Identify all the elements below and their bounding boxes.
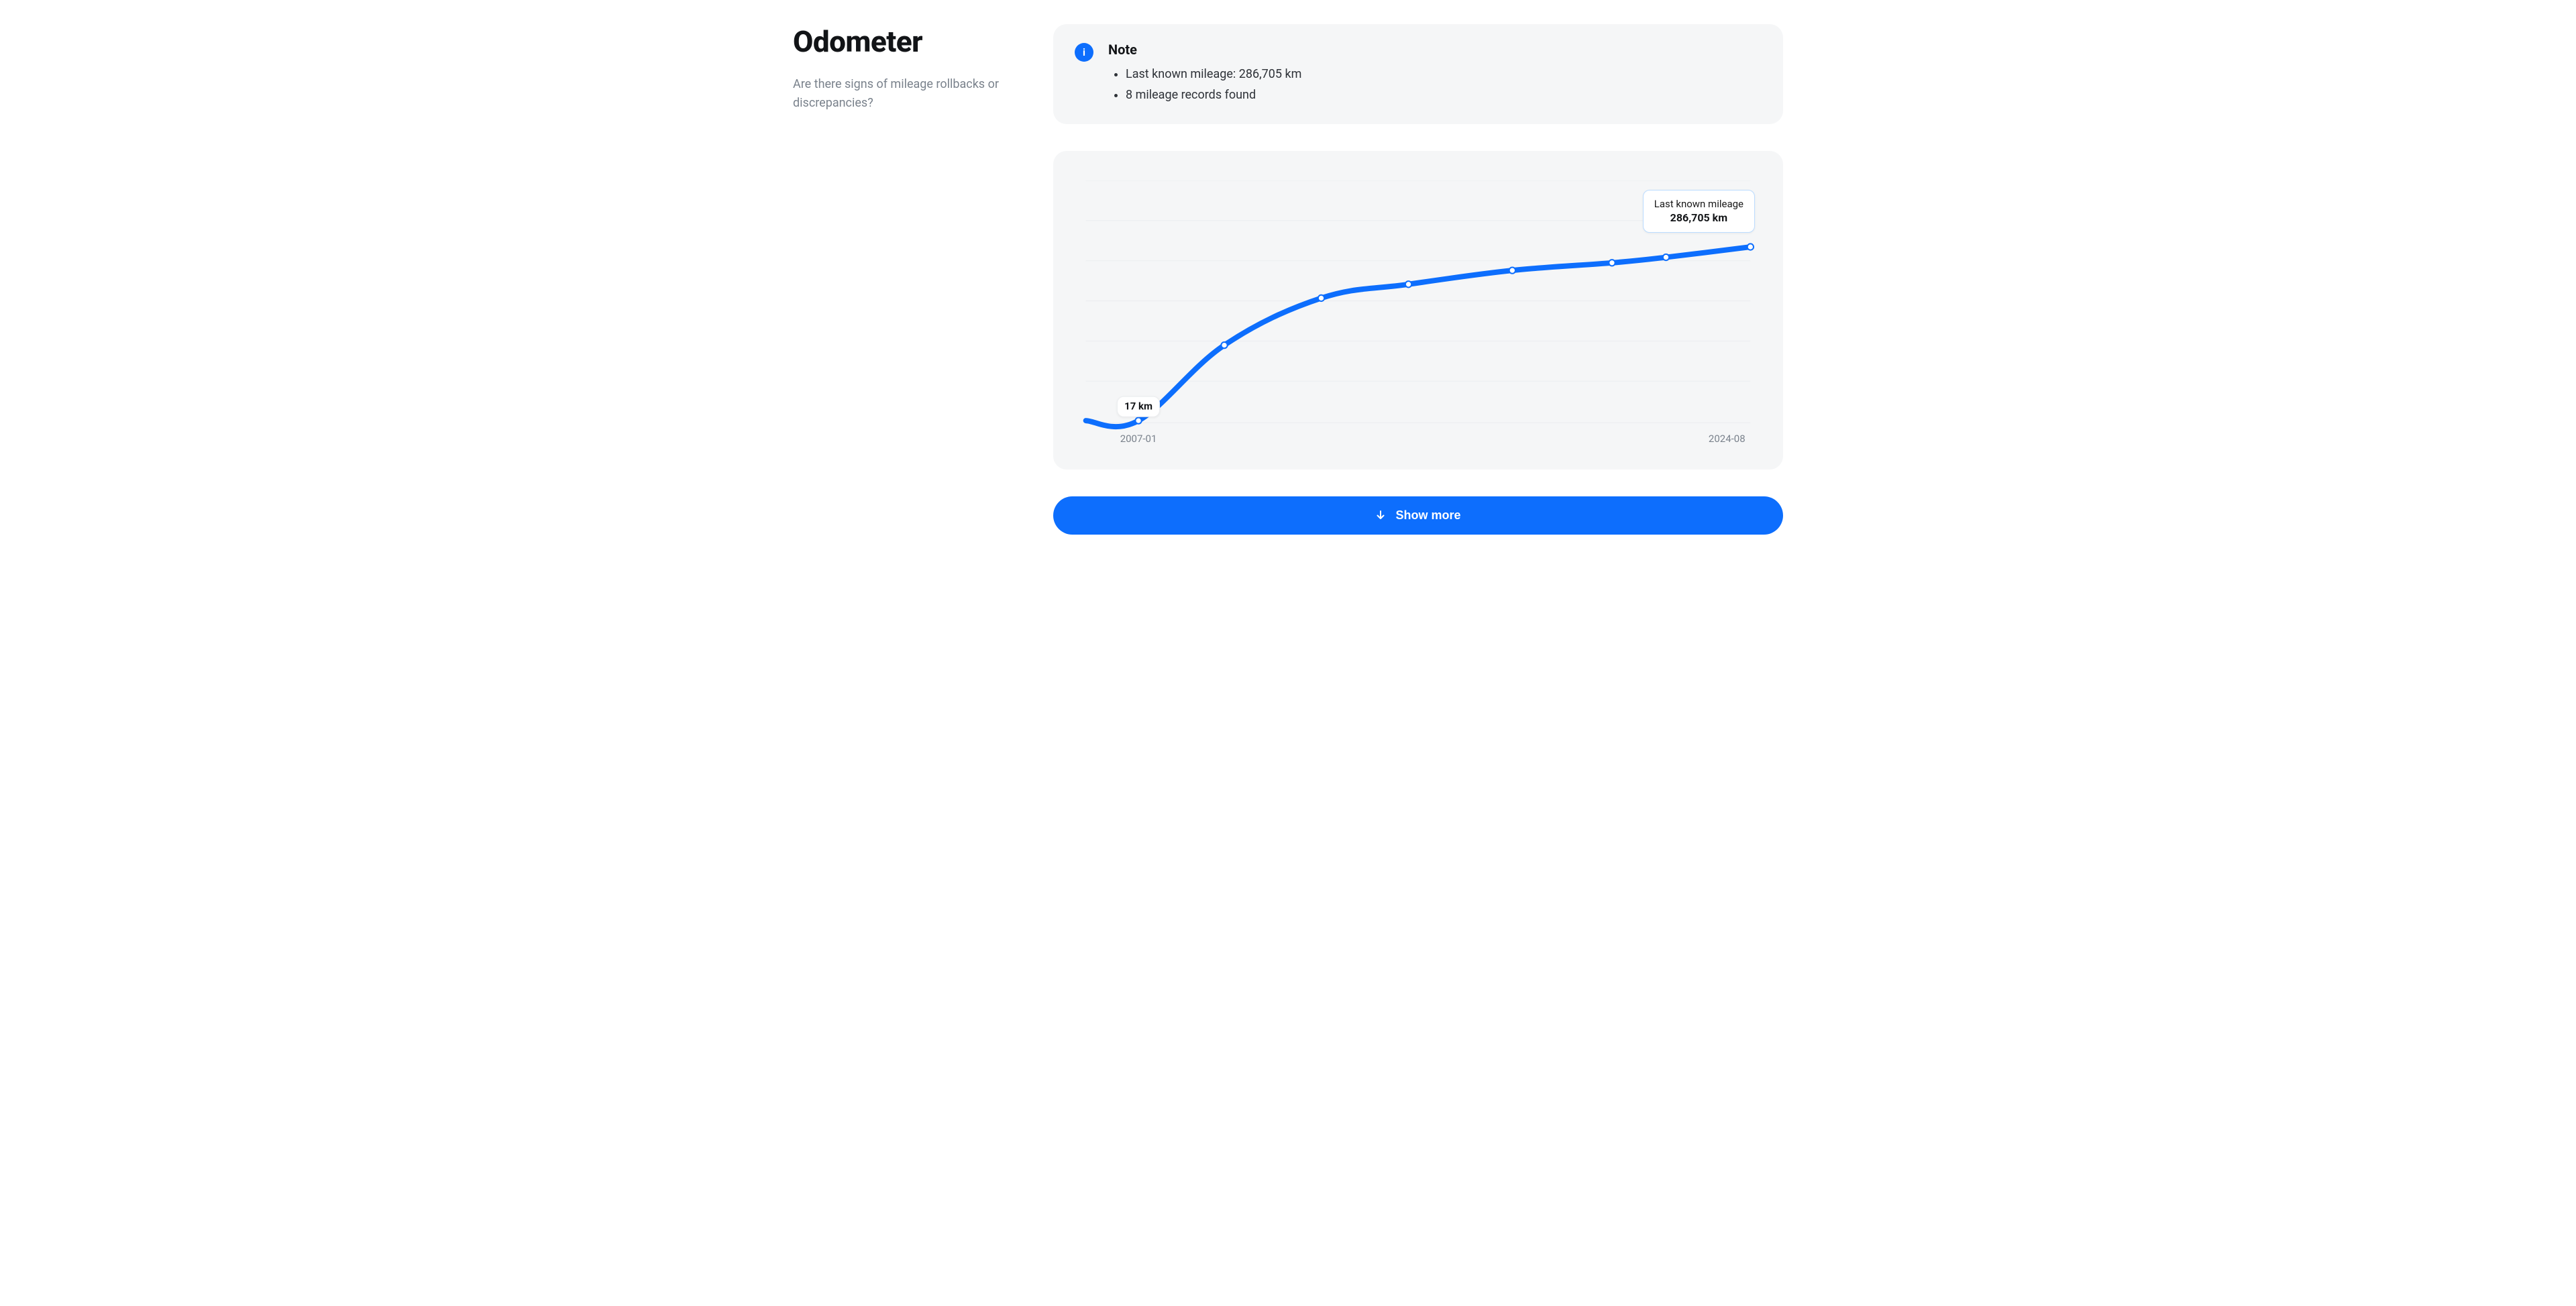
note-list: Last known mileage: 286,705 km8 mileage … xyxy=(1108,64,1301,105)
main-content: i Note Last known mileage: 286,705 km8 m… xyxy=(1053,24,1783,535)
last-mileage-tooltip: Last known mileage 286,705 km xyxy=(1643,190,1755,233)
page-title: Odometer xyxy=(793,24,1021,59)
sidebar: Odometer Are there signs of mileage roll… xyxy=(793,24,1021,535)
odometer-chart-card: Last known mileage 286,705 km 17 km 2007… xyxy=(1053,151,1783,469)
arrow-down-icon xyxy=(1375,510,1386,521)
first-mileage-tooltip: 17 km xyxy=(1117,396,1160,417)
x-axis-start-label: 2007-01 xyxy=(1120,433,1157,445)
last-mileage-tooltip-label: Last known mileage xyxy=(1654,197,1743,211)
odometer-chart: Last known mileage 286,705 km 17 km 2007… xyxy=(1072,180,1764,450)
note-body: Note Last known mileage: 286,705 km8 mil… xyxy=(1108,42,1301,105)
page-subtitle: Are there signs of mileage rollbacks or … xyxy=(793,75,1021,113)
note-heading: Note xyxy=(1108,42,1301,58)
x-axis-end-label: 2024-08 xyxy=(1709,433,1746,445)
show-more-button[interactable]: Show more xyxy=(1053,496,1783,535)
info-icon: i xyxy=(1075,43,1093,62)
note-list-item: 8 mileage records found xyxy=(1126,85,1301,106)
last-mileage-tooltip-value: 286,705 km xyxy=(1654,211,1743,225)
note-list-item: Last known mileage: 286,705 km xyxy=(1126,64,1301,85)
show-more-label: Show more xyxy=(1395,508,1460,523)
note-card: i Note Last known mileage: 286,705 km8 m… xyxy=(1053,24,1783,124)
first-mileage-tooltip-value: 17 km xyxy=(1124,400,1152,413)
